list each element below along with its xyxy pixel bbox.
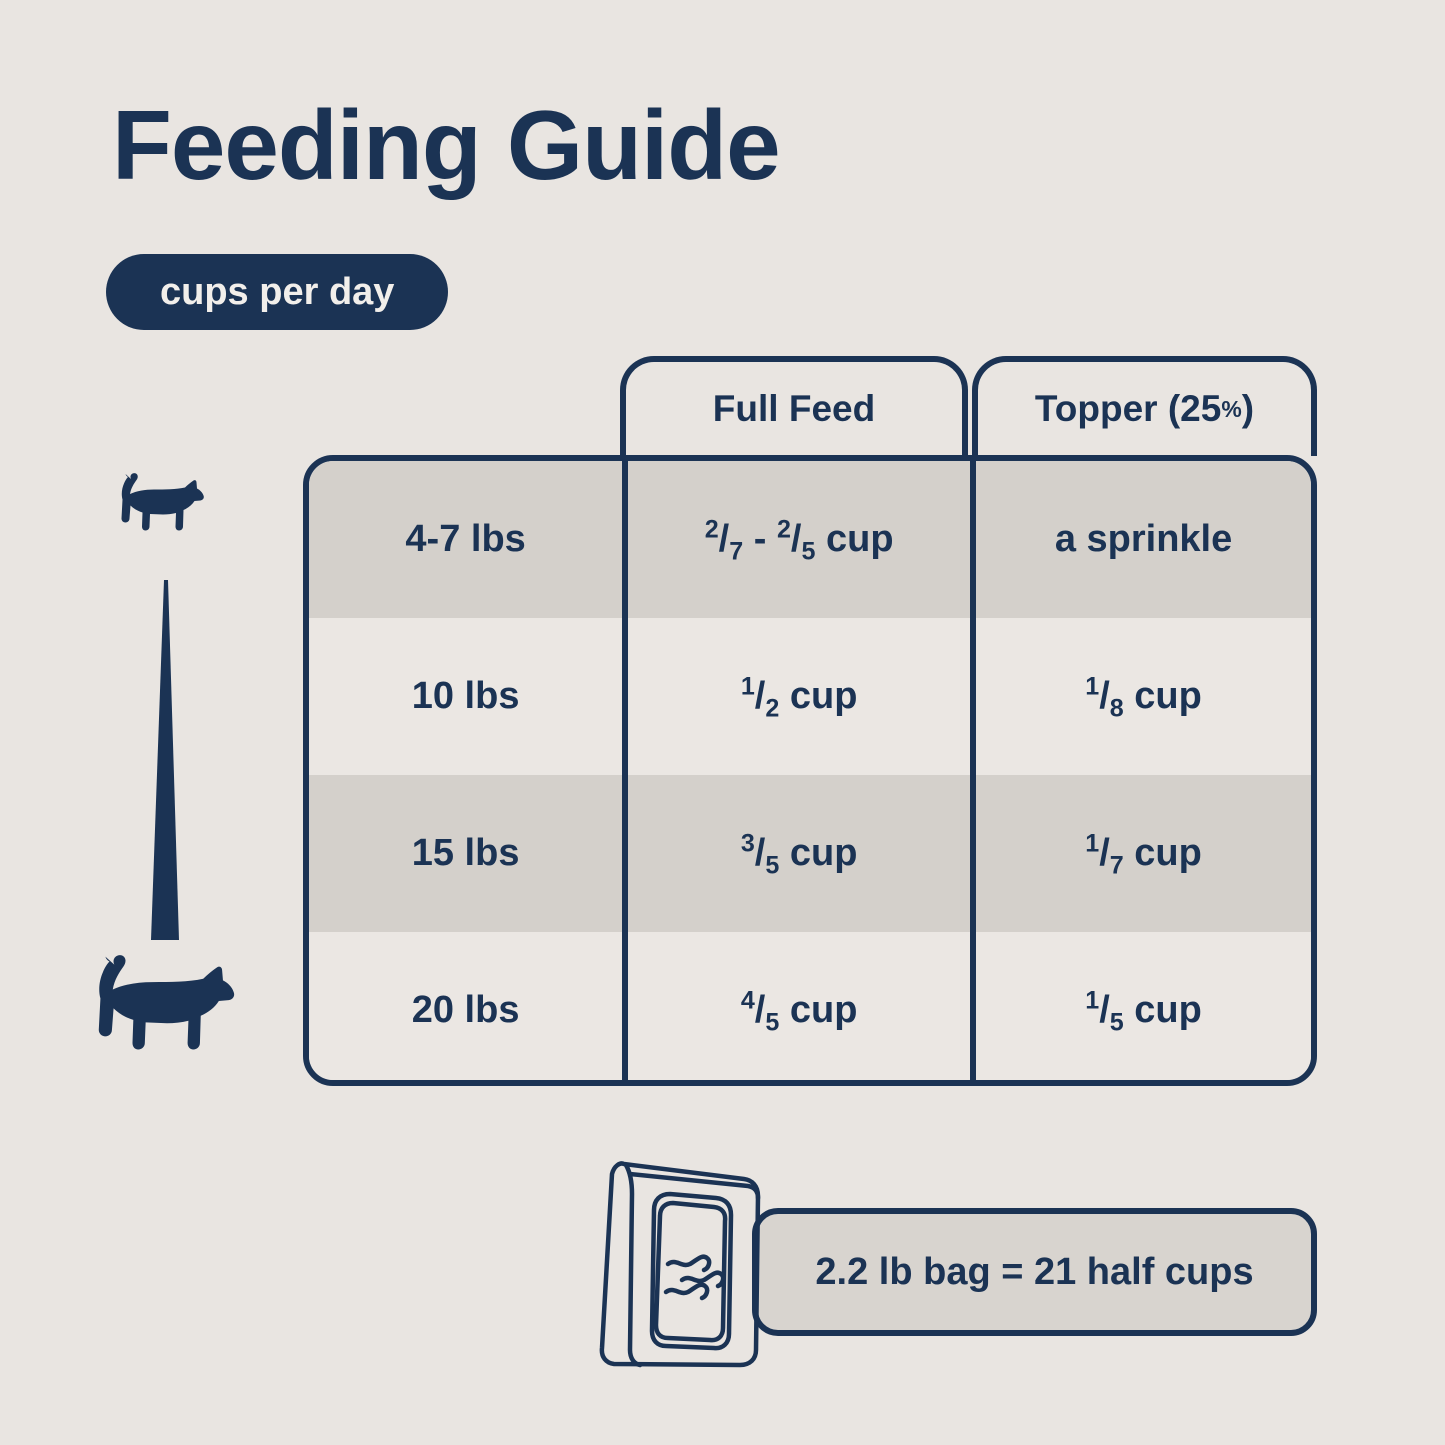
feeding-table-body: 4-7 lbs 2/7 - 2/5 cup a sprinkle 10 lbs … — [303, 455, 1317, 1086]
cell-topper: 1/7 cup — [970, 775, 1311, 932]
cell-full-feed: 2/7 - 2/5 cup — [622, 461, 970, 618]
bag-yield-callout: 2.2 lb bag = 21 half cups — [752, 1208, 1317, 1336]
page-title: Feeding Guide — [112, 90, 781, 200]
column-header-full-feed: Full Feed — [620, 356, 968, 456]
cell-topper: 1/5 cup — [970, 932, 1311, 1080]
cat-icon-small — [112, 470, 217, 546]
size-wedge-icon — [148, 580, 184, 940]
cell-weight: 4-7 lbs — [405, 518, 526, 560]
table-row: 4-7 lbs 2/7 - 2/5 cup a sprinkle — [309, 461, 1311, 618]
column-header-topper-label: Topper (25 — [1034, 388, 1222, 429]
cell-weight: 15 lbs — [411, 832, 520, 874]
cell-full-feed: 3/5 cup — [622, 775, 970, 932]
cell-full-feed: 1/2 cup — [622, 618, 970, 775]
cell-topper: a sprinkle — [970, 461, 1311, 618]
feeding-table: Full Feed Topper (25%) 4-7 lbs 2/7 - 2/5… — [303, 356, 1317, 1086]
cell-full-feed: 4/5 cup — [622, 932, 970, 1080]
column-header-full-feed-label: Full Feed — [712, 388, 876, 429]
cell-topper: 1/8 cup — [970, 618, 1311, 775]
cat-icon-large — [82, 950, 257, 1075]
table-row: 20 lbs 4/5 cup 1/5 cup — [309, 932, 1311, 1080]
table-row: 15 lbs 3/5 cup 1/7 cup — [309, 775, 1311, 932]
table-row: 10 lbs 1/2 cup 1/8 cup — [309, 618, 1311, 775]
column-header-topper: Topper (25%) — [972, 356, 1317, 456]
cat-size-scale — [70, 460, 285, 1100]
food-bag-icon — [598, 1152, 783, 1370]
cell-weight: 10 lbs — [411, 675, 520, 717]
cell-weight: 20 lbs — [411, 989, 520, 1031]
column-header-topper-tail: ) — [1241, 388, 1255, 429]
cups-per-day-badge: cups per day — [106, 254, 449, 330]
